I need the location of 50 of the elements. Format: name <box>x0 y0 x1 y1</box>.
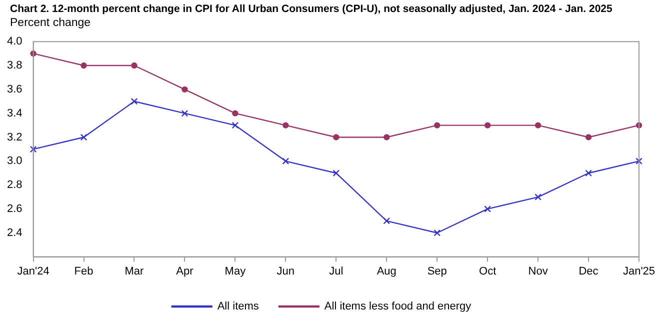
point <box>80 62 87 69</box>
y-tick-label: 3.2 <box>6 131 22 144</box>
chart-title: Chart 2. 12-month percent change in CPI for All Urban Consumers (CPI-U), not seasonally adjusted, Jan. 2024 - Jan. 2025 <box>10 3 612 15</box>
point <box>585 170 592 177</box>
point <box>384 134 390 140</box>
point <box>80 134 88 141</box>
point <box>181 110 188 117</box>
y-tick-label: 3.4 <box>6 107 22 120</box>
point <box>534 194 542 200</box>
x-tick-label: Oct <box>479 265 496 278</box>
x-tick-label: Aug <box>376 265 396 278</box>
x-tick-label: Jul <box>329 265 344 278</box>
point <box>636 158 642 165</box>
point <box>282 158 290 165</box>
y-tick-label: 3.6 <box>6 83 22 96</box>
y-tick-label: 3.0 <box>6 155 22 168</box>
point <box>484 206 491 212</box>
y-tick-label: 2.4 <box>6 226 22 239</box>
point <box>383 218 390 224</box>
y-tick-label: 2.8 <box>6 179 22 192</box>
legend-label: All items <box>217 300 260 313</box>
x-tick-label: Nov <box>528 265 548 278</box>
x-tick-label: Jan'24 <box>17 265 50 278</box>
point <box>585 134 592 140</box>
point <box>434 122 440 128</box>
x-tick-label: Sep <box>427 265 447 278</box>
y-axis-title: Percent change <box>10 17 91 29</box>
point <box>332 170 340 177</box>
x-tick-label: Apr <box>176 265 194 278</box>
x-tick-label: May <box>224 265 246 278</box>
point <box>232 110 238 116</box>
x-tick-label: Jun <box>276 265 295 278</box>
y-tick-label: 4.0 <box>6 36 22 48</box>
point <box>30 146 37 153</box>
point <box>434 229 441 236</box>
point <box>333 134 340 140</box>
point <box>130 98 138 105</box>
point <box>534 122 542 128</box>
x-tick-label: Mar <box>124 265 144 278</box>
point <box>182 86 188 93</box>
point <box>282 122 289 128</box>
point <box>484 122 491 128</box>
point <box>131 62 138 69</box>
y-tick-label: 3.8 <box>6 60 22 72</box>
x-tick-label: Feb <box>74 265 94 278</box>
x-tick-label: Jan'25 <box>622 265 656 278</box>
legend-label: All items less food and energy <box>324 300 472 313</box>
y-tick-label: 2.6 <box>6 203 22 216</box>
x-tick-label: Dec <box>578 265 599 278</box>
point <box>232 122 239 129</box>
